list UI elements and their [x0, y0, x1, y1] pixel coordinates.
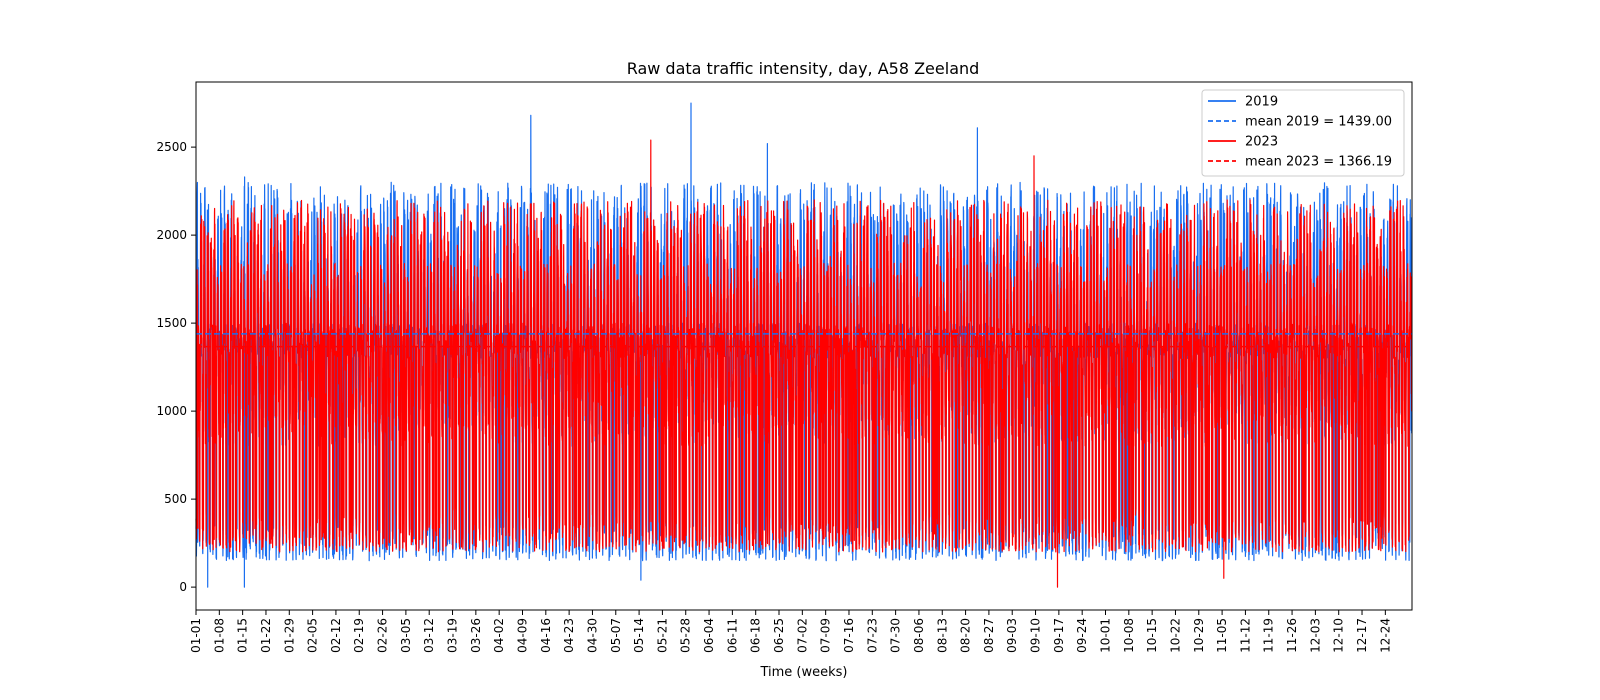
mean-lines	[196, 333, 1412, 348]
x-tick-label: 12-24	[1378, 618, 1392, 653]
x-tick-label: 07-30	[889, 618, 903, 653]
y-tick-label: 500	[164, 492, 187, 506]
x-tick-label: 05-21	[655, 618, 669, 653]
x-tick-label: 07-23	[865, 618, 879, 653]
legend: 2019 mean 2019 = 1439.00 2023 mean 2023 = 1…	[1201, 89, 1405, 177]
y-tick-label: 1000	[156, 404, 187, 418]
x-tick-label: 03-19	[446, 618, 460, 653]
legend-label: 2019	[1245, 95, 1278, 110]
y-axis: 0 500 1000 1500 2000 2500	[156, 140, 196, 594]
x-tick-label: 11-12	[1238, 618, 1252, 653]
x-tick-label: 11-19	[1262, 618, 1276, 653]
y-tick-label: 0	[179, 580, 187, 594]
x-tick-label: 05-07	[609, 618, 623, 653]
x-tick-label: 01-15	[236, 618, 250, 653]
x-tick-label: 07-09	[819, 618, 833, 653]
x-tick-label: 05-14	[632, 618, 646, 653]
x-tick-label: 05-28	[679, 618, 693, 653]
x-tick-label: 01-22	[259, 618, 273, 653]
legend-label: 2023	[1245, 135, 1278, 150]
x-tick-label: 06-04	[702, 618, 716, 653]
x-tick-label: 04-30	[585, 618, 599, 653]
x-tick-label: 02-26	[376, 618, 390, 653]
x-tick-label: 06-11	[725, 618, 739, 653]
x-tick-label: 10-22	[1168, 618, 1182, 653]
y-tick-label: 1500	[156, 316, 187, 330]
x-axis: 01-01 01-08 01-15 01-22 01-29 02-05 02-12 02-19…	[189, 610, 1392, 653]
x-tick-label: 09-10	[1029, 618, 1043, 653]
x-tick-label: 06-18	[749, 618, 763, 653]
x-tick-label: 03-05	[399, 618, 413, 653]
x-tick-label: 10-15	[1145, 618, 1159, 653]
legend-box	[1201, 89, 1405, 177]
x-tick-label: 04-02	[492, 618, 506, 653]
x-tick-label: 10-01	[1099, 618, 1113, 653]
x-tick-label: 12-03	[1308, 618, 1322, 653]
plot-frame	[195, 81, 1413, 611]
x-tick-label: 08-13	[935, 618, 949, 653]
chart-title: Raw data traffic intensity, day, A58 Zee…	[627, 59, 980, 78]
x-tick-label: 06-25	[772, 618, 786, 653]
x-tick-label: 01-08	[212, 618, 226, 653]
x-tick-label: 07-16	[842, 618, 856, 653]
legend-label: mean 2019 = 1439.00	[1245, 115, 1392, 130]
series-line-2023	[195, 139, 1413, 588]
x-tick-label: 04-09	[515, 618, 529, 653]
x-tick-label: 04-23	[562, 618, 576, 653]
x-tick-label: 01-29	[282, 618, 296, 653]
y-tick-label: 2000	[156, 228, 187, 242]
x-tick-label: 03-26	[469, 618, 483, 653]
x-tick-label: 09-17	[1052, 618, 1066, 653]
x-tick-label: 09-03	[1005, 618, 1019, 653]
x-axis-label: Time (weeks)	[759, 665, 847, 680]
x-tick-label: 01-01	[189, 618, 203, 653]
x-tick-label: 11-05	[1215, 618, 1229, 653]
x-tick-label: 08-27	[982, 618, 996, 653]
x-tick-label: 08-20	[959, 618, 973, 653]
series-layer	[195, 102, 1413, 588]
x-tick-label: 03-12	[422, 618, 436, 653]
y-tick-label: 2500	[156, 140, 187, 154]
x-tick-label: 11-26	[1285, 618, 1299, 653]
x-tick-label: 08-06	[912, 618, 926, 653]
x-tick-label: 07-02	[795, 618, 809, 653]
x-tick-label: 10-29	[1192, 618, 1206, 653]
x-tick-label: 02-05	[306, 618, 320, 653]
x-tick-label: 04-16	[539, 618, 553, 653]
legend-label: mean 2023 = 1366.19	[1245, 155, 1392, 170]
x-tick-label: 12-10	[1332, 618, 1346, 653]
x-tick-label: 10-08	[1122, 618, 1136, 653]
x-tick-label: 02-12	[329, 618, 343, 653]
x-tick-label: 09-24	[1075, 618, 1089, 653]
x-tick-label: 12-17	[1355, 618, 1369, 653]
x-tick-label: 02-19	[352, 618, 366, 653]
